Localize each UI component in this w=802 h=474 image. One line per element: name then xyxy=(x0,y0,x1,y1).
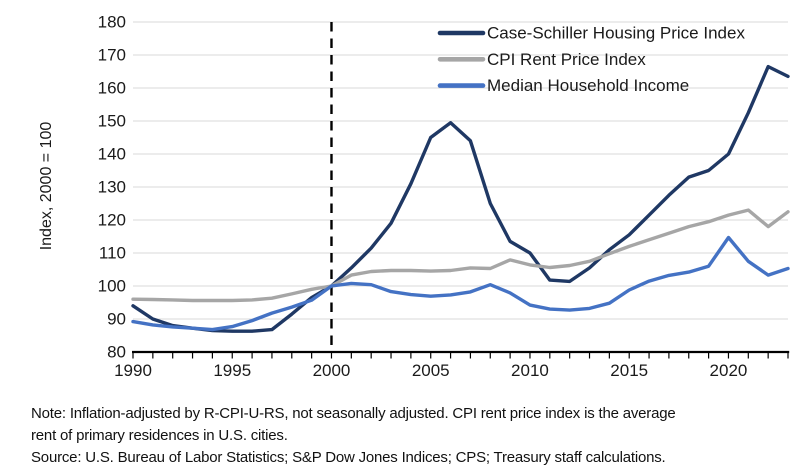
note-line-2: rent of primary residences in U.S. citie… xyxy=(31,427,288,445)
y-tick-label: 180 xyxy=(98,13,126,32)
legend-label: Case-Schiller Housing Price Index xyxy=(487,24,745,43)
x-tick-label: 2000 xyxy=(313,361,351,380)
series-line-median-household-income xyxy=(131,235,790,332)
chart-notes: Note: Inflation-adjusted by R-CPI-U-RS, … xyxy=(31,403,791,470)
legend: Case-Schiller Housing Price Index CPI Ren… xyxy=(437,24,745,95)
x-tick-label: 1995 xyxy=(213,361,251,380)
y-tick-label: 110 xyxy=(99,244,126,263)
y-tick-label: 150 xyxy=(98,112,126,131)
x-tick-label: 2015 xyxy=(610,361,648,380)
note-line-1: Note: Inflation-adjusted by R-CPI-U-RS, … xyxy=(31,405,676,422)
legend-item-median-household-income: Median Household Income xyxy=(437,76,689,95)
x-tick-label: 1990 xyxy=(114,361,152,380)
y-tick-label: 100 xyxy=(98,277,126,296)
y-tick-label: 170 xyxy=(98,46,126,65)
legend-label: Median Household Income xyxy=(487,76,689,95)
legend-item-cpi-rent-price-index: CPI Rent Price Index xyxy=(437,50,646,69)
y-tick-label: 140 xyxy=(98,145,126,164)
y-tick-label: 160 xyxy=(98,79,126,98)
series-line-case-schiller-housing-price-index xyxy=(131,64,790,333)
series-line-cpi-rent-price-index xyxy=(131,208,790,303)
x-tick-label: 2005 xyxy=(412,361,450,380)
x-tick-label: 2010 xyxy=(511,361,549,380)
y-tick-label: 80 xyxy=(107,343,126,362)
y-tick-label: 90 xyxy=(107,310,126,329)
y-axis-title: Index, 2000 = 100 xyxy=(38,122,55,251)
legend-label: CPI Rent Price Index xyxy=(487,50,646,69)
legend-item-case-schiller-housing-price-index: Case-Schiller Housing Price Index xyxy=(437,24,745,43)
line-chart: 1990 1995 2000 2005 2010 2015 2020 80 90 100 110 12… xyxy=(38,13,790,380)
source-line: Source: U.S. Bureau of Labor Statistics;… xyxy=(31,449,666,467)
x-tick-label: 2020 xyxy=(710,361,748,380)
y-tick-label: 130 xyxy=(98,178,126,197)
y-tick-label: 120 xyxy=(98,211,126,230)
